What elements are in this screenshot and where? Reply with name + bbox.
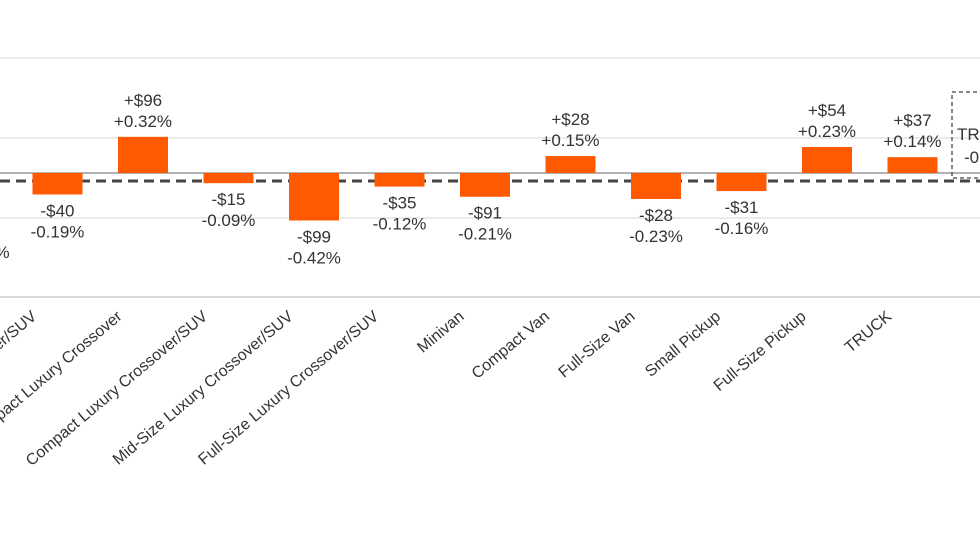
bar [32,173,83,195]
data-label-percent: -0.23% [629,227,683,246]
data-label-dollar: -$91 [468,204,502,223]
data-label-percent: -0.09% [202,211,256,230]
x-tick-label: Small Pickup [642,308,724,381]
data-label-dollar: -$99 [297,227,331,246]
bar [374,173,425,187]
bar [545,156,596,173]
data-label-dollar: +$28 [551,110,589,129]
data-label-dollar: -$28 [639,206,673,225]
bar [802,147,852,173]
data-label-dollar: -$15 [211,190,245,209]
data-label-percent: % [0,243,10,262]
data-label-dollar: -$40 [40,201,74,220]
x-tick-label: Compact Van [469,308,553,383]
total-box-value: -0 [964,148,979,167]
x-tick-label: Full-Size Pickup [711,308,810,395]
data-label-percent: +0.23% [798,122,856,141]
data-label-dollar: +$37 [893,111,931,130]
x-tick-label: Mid-Size Luxury Crossover/SUV [110,308,297,469]
bar [887,157,938,173]
data-label-dollar: -$31 [724,198,758,217]
data-label-percent: -0.16% [715,219,769,238]
data-label-dollar: -$35 [382,194,416,213]
bar [289,173,339,221]
bar [203,173,254,184]
bar [118,136,168,173]
data-label-percent: -0.12% [373,215,427,234]
bar [460,173,510,197]
bar [716,173,767,192]
data-label-percent: -0.42% [287,248,341,267]
total-box-label: TR [957,125,980,144]
x-tick-label: Full-Size Luxury Crossover/SUV [195,308,382,469]
data-label-percent: +0.32% [114,112,172,131]
x-tick-label: Compact Luxury Crossover/SUV [23,308,211,470]
bar [631,173,681,199]
x-tick-label: Minivan [414,308,467,356]
x-tick-label: TRUCK [842,308,895,357]
data-label-percent: +0.14% [883,132,941,151]
data-label-percent: +0.15% [541,131,599,150]
data-label-dollar: +$54 [808,101,846,120]
data-label-dollar: +$96 [124,91,162,110]
data-label-percent: -0.19% [31,222,85,241]
x-tick-label: Full-Size Van [556,308,639,381]
data-label-percent: -0.21% [458,225,512,244]
